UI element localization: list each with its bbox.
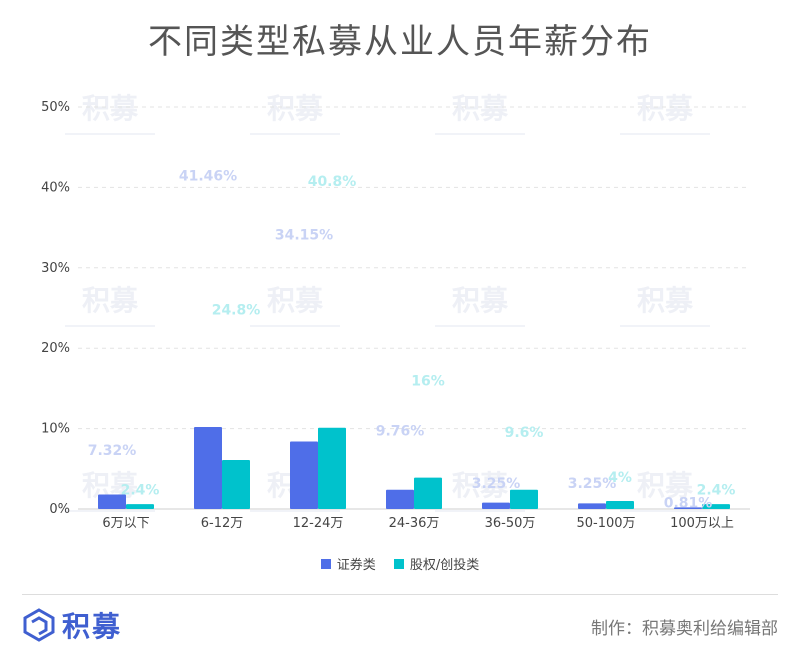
y-tick-label: 10% bbox=[41, 422, 70, 437]
y-axis: 0% 10% 20% 30% 40% 50% bbox=[41, 100, 750, 517]
bar-series1 bbox=[386, 489, 414, 509]
watermark-text: 积募 bbox=[637, 284, 694, 317]
bar-series2 bbox=[510, 489, 538, 509]
bar-series2 bbox=[222, 459, 250, 509]
watermark-text: 积募 bbox=[452, 469, 509, 502]
x-axis: 6万以下 6-12万 12-24万 24-36万 36-50万 50-100万 100万以上 bbox=[102, 516, 734, 531]
watermark-text: 积募 bbox=[452, 284, 509, 317]
bar-series2 bbox=[414, 477, 442, 509]
watermark-text: 积募 bbox=[452, 92, 509, 125]
data-label-series2: 2.4% bbox=[121, 483, 160, 499]
data-label-series1: 34.15% bbox=[275, 227, 333, 243]
x-tick-label: 6-12万 bbox=[201, 516, 244, 531]
data-label-series2: 16% bbox=[411, 373, 445, 389]
bars bbox=[98, 426, 730, 509]
y-tick-label: 50% bbox=[41, 100, 70, 115]
legend-swatch-series2 bbox=[393, 558, 404, 569]
data-label-series2: 2.4% bbox=[697, 483, 736, 499]
logo-text: 积募 bbox=[62, 610, 123, 643]
y-tick-label: 20% bbox=[41, 341, 70, 356]
data-label-series1: 3.25% bbox=[472, 476, 521, 492]
gridlines bbox=[78, 106, 750, 430]
logo: 积募 bbox=[22, 605, 122, 645]
watermark-layer: 积募积募积募积募积募积募积募积募积募积募积募积募 bbox=[65, 92, 710, 512]
data-label-series2: 4% bbox=[608, 470, 632, 486]
bar-series1 bbox=[482, 502, 510, 509]
data-label-series1: 41.46% bbox=[179, 169, 237, 185]
data-label-series1: 3.25% bbox=[568, 476, 617, 492]
legend-item-series2[interactable]: 股权/创投类 bbox=[393, 554, 480, 573]
watermark-text: 积募 bbox=[637, 92, 694, 125]
x-tick-label: 100万以上 bbox=[670, 516, 734, 531]
legend-label-series1: 证券类 bbox=[336, 558, 376, 573]
legend-item-series1[interactable]: 证券类 bbox=[320, 554, 376, 573]
x-tick-label: 24-36万 bbox=[389, 516, 440, 531]
watermark-text: 积募 bbox=[82, 92, 139, 125]
y-tick-label: 0% bbox=[49, 502, 70, 517]
data-label-series2: 24.8% bbox=[212, 303, 261, 319]
bar-series2 bbox=[318, 427, 346, 509]
watermark-text: 积募 bbox=[267, 284, 324, 317]
watermark-text: 积募 bbox=[637, 469, 694, 502]
chart-title: 不同类型私募从业人员年薪分布 bbox=[148, 22, 652, 62]
logo-icon bbox=[23, 608, 55, 642]
legend-swatch-series1 bbox=[320, 558, 331, 569]
footer-divider bbox=[22, 594, 778, 595]
bar-series1 bbox=[194, 426, 222, 509]
y-tick-label: 40% bbox=[41, 180, 70, 195]
data-label-series1: 7.32% bbox=[88, 443, 137, 459]
watermark-text: 积募 bbox=[82, 284, 139, 317]
legend: 证券类 股权/创投类 bbox=[0, 554, 800, 573]
x-tick-label: 6万以下 bbox=[102, 516, 149, 531]
x-tick-label: 12-24万 bbox=[293, 516, 344, 531]
bar-chart: 积募积募积募积募积募积募积募积募积募积募积募积募 0%10%20%30%40%5… bbox=[41, 92, 750, 531]
bar-series1 bbox=[674, 507, 702, 509]
x-tick-label: 50-100万 bbox=[576, 516, 635, 531]
bar-series1 bbox=[290, 441, 318, 509]
bar-series1 bbox=[98, 494, 126, 509]
data-label-series1: 9.76% bbox=[376, 424, 425, 440]
credit-text: 制作：积募奥利给编辑部 bbox=[591, 619, 778, 639]
bar-series2 bbox=[126, 504, 154, 509]
data-labels: 7.32%41.46%34.15%9.76%3.25% 3.25%0.81%2.4… bbox=[88, 169, 736, 512]
bar-series1 bbox=[578, 503, 606, 509]
y-tick-label: 30% bbox=[41, 261, 70, 276]
x-tick-label: 36-50万 bbox=[485, 516, 536, 531]
data-label-series1: 0.81% bbox=[664, 495, 713, 511]
data-label-series2: 9.6% bbox=[505, 425, 544, 441]
data-label-series2: 40.8% bbox=[308, 174, 357, 190]
bar-series2 bbox=[606, 500, 634, 509]
watermark-text: 积募 bbox=[267, 92, 324, 125]
legend-label-series2: 股权/创投类 bbox=[409, 558, 480, 573]
bar-series2 bbox=[702, 504, 730, 509]
